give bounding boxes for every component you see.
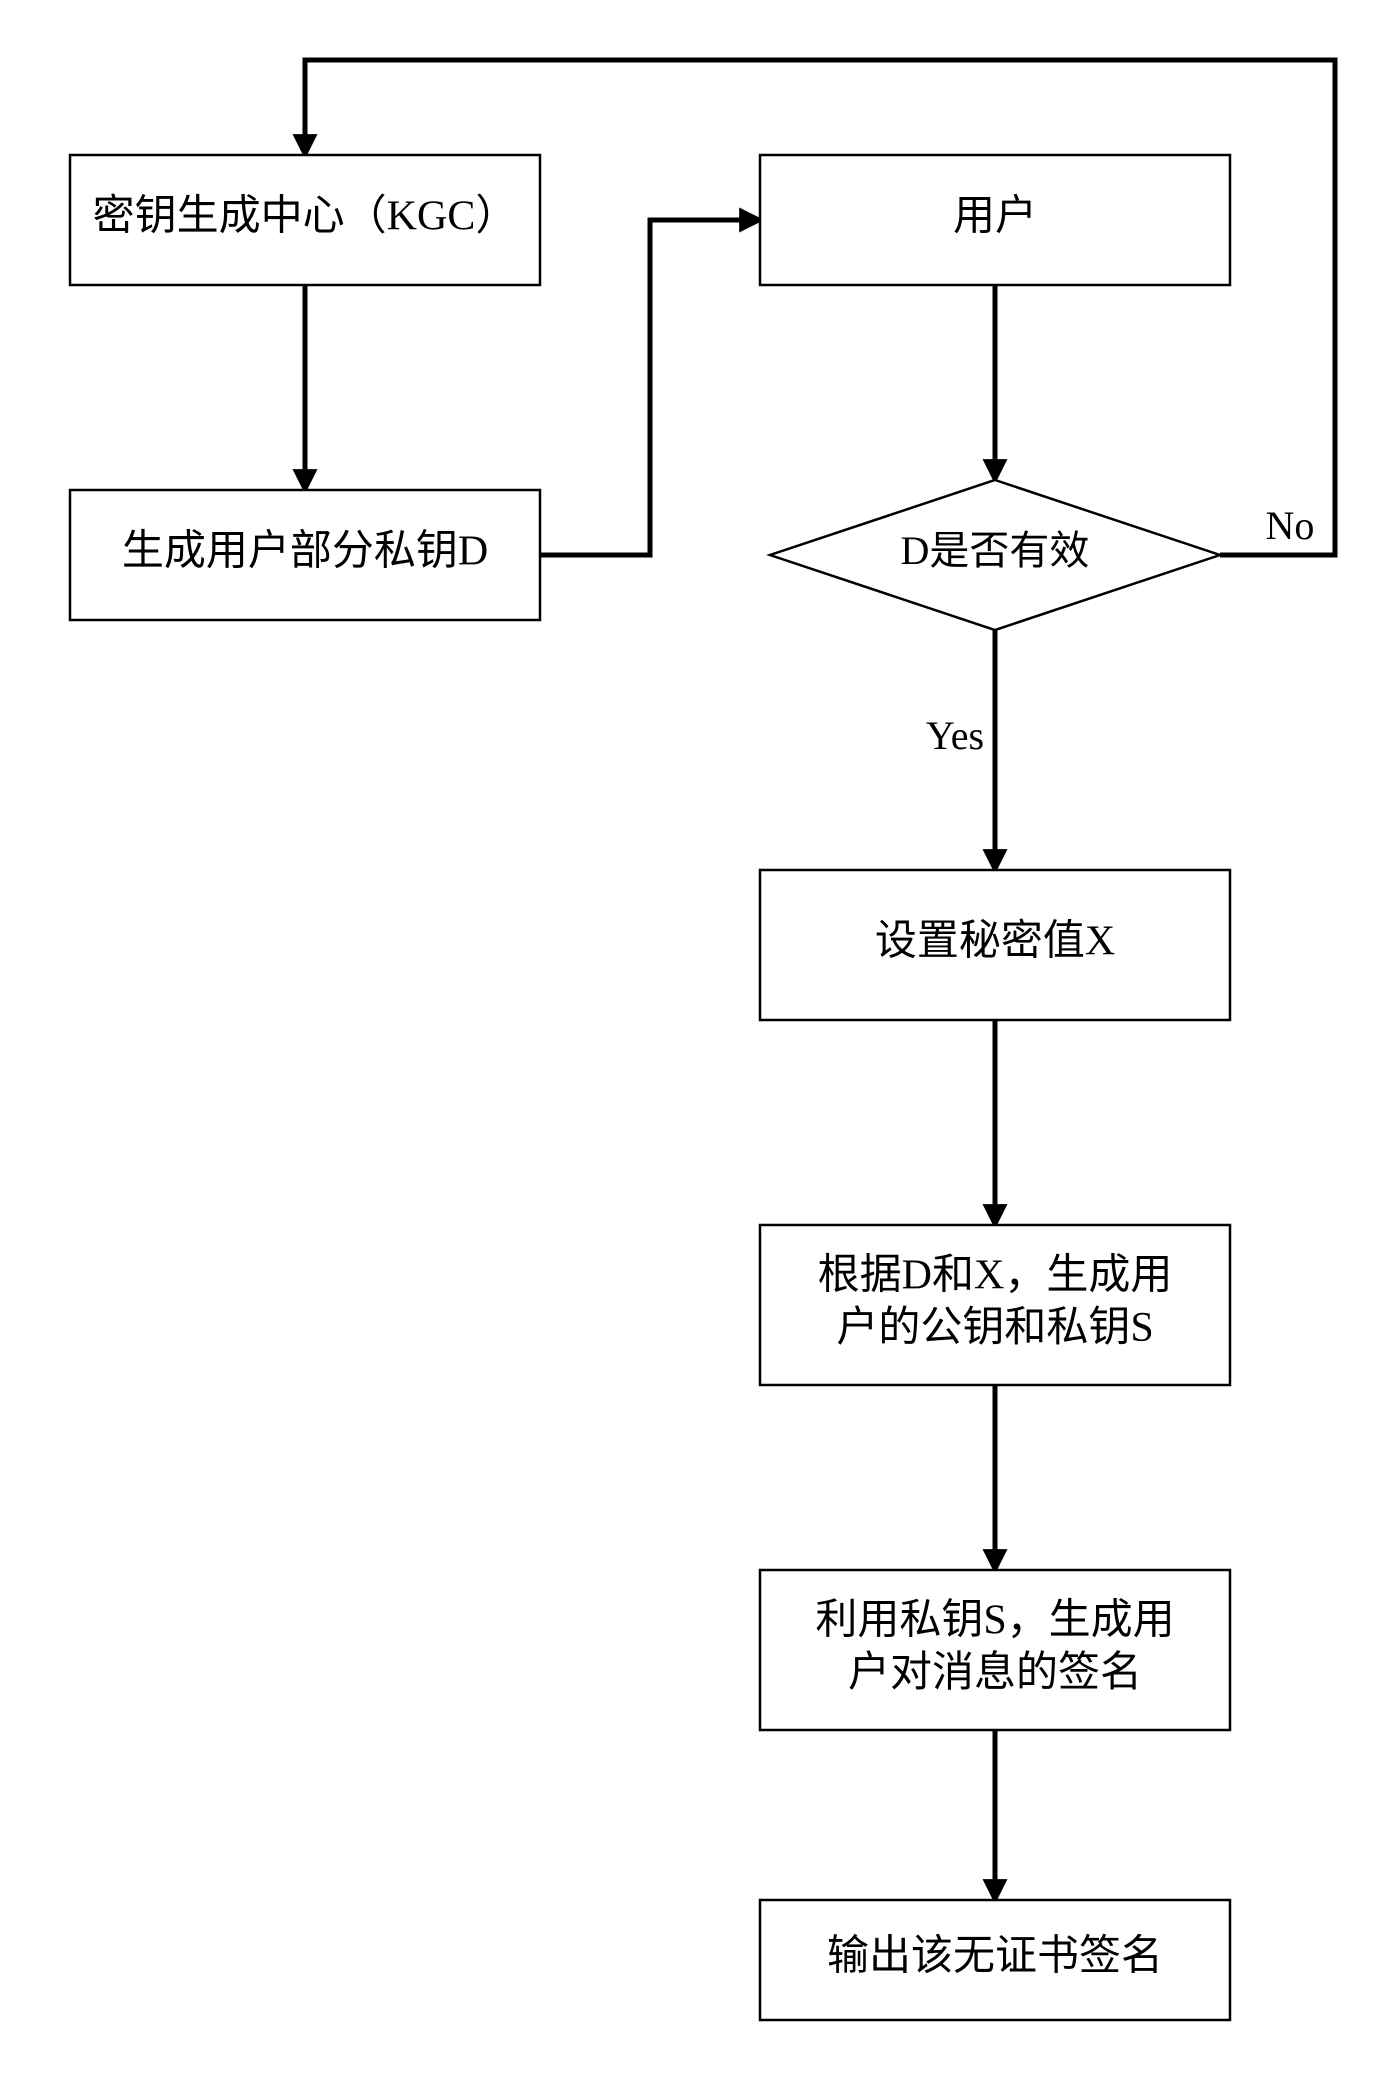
node-decision-label: D是否有效 [901,528,1090,573]
node-sign-label-line-0: 利用私钥S，生成用 [815,1597,1174,1643]
node-sign-label-line-1: 户对消息的签名 [848,1649,1142,1696]
node-output-label: 输出该无证书签名 [827,1934,1163,1980]
edge-genD-to-user [540,220,760,555]
node-genKeys-label-line-1: 户的公钥和私钥S [836,1305,1153,1351]
flowchart-canvas: 密钥生成中心（KGC） 用户生成用户部分私钥D D是否有效设置秘密值X 根据D和X，生… [0,0,1400,2088]
node-kgc-label: 密钥生成中心（KGC） [93,193,518,240]
node-genKeys-label-line-0: 根据D和X，生成用 [818,1252,1173,1298]
edge-decision-no [305,60,1335,555]
node-genD-label: 生成用户部分私钥D [122,529,488,575]
node-user-label: 用户 [953,194,1037,240]
edge-decision-no-label: No [1266,503,1315,548]
node-setX-label: 设置秘密值X [875,918,1115,965]
edge-decision-yes-label: Yes [926,713,984,758]
